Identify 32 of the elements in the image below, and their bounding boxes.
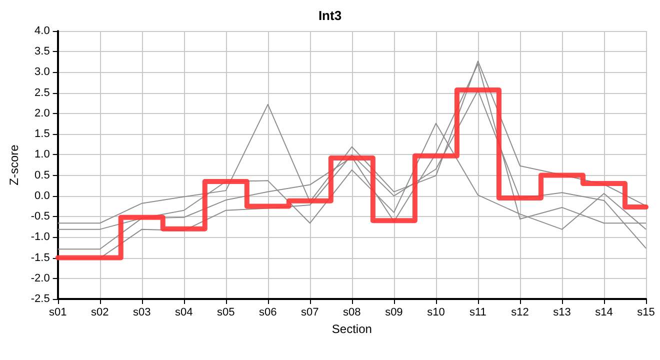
x-tick-label: s15 xyxy=(637,306,655,318)
y-tick-label: 2.0 xyxy=(34,107,50,120)
x-tick-label: s09 xyxy=(385,306,403,318)
y-axis-title: Z-score xyxy=(7,144,21,186)
y-tick-label: -2.0 xyxy=(30,272,50,284)
y-tick-label: 0.0 xyxy=(34,190,50,202)
x-tick-label: s01 xyxy=(48,306,67,318)
y-tick-label: 4.0 xyxy=(34,25,50,37)
x-tick-label: s08 xyxy=(343,306,361,318)
x-tick-label: s14 xyxy=(595,306,613,318)
x-tick-label: s03 xyxy=(133,306,151,318)
y-tick-label: -1.5 xyxy=(30,252,50,264)
y-tick-label: 3.5 xyxy=(34,46,50,58)
y-tick-label: 3.0 xyxy=(34,66,50,78)
x-tick-label: s12 xyxy=(511,306,529,318)
y-tick-label: -1.0 xyxy=(30,231,50,244)
x-axis-title: Section xyxy=(332,322,372,336)
y-tick-label: 2.5 xyxy=(34,86,50,99)
x-tick-label: s05 xyxy=(217,306,235,318)
y-tick-label: 1.0 xyxy=(34,148,50,161)
chart-title: Int3 xyxy=(318,8,342,23)
y-tick-label: 0.5 xyxy=(34,169,50,182)
x-tick-label: s06 xyxy=(259,306,277,318)
y-tick-label: -0.5 xyxy=(30,210,50,223)
x-tick-label: s07 xyxy=(301,306,319,318)
x-tick-label: s11 xyxy=(470,306,486,318)
x-tick-label: s02 xyxy=(90,306,109,318)
y-tick-label: -2.5 xyxy=(30,293,50,305)
x-tick-label: s04 xyxy=(175,306,193,318)
x-tick-label: s10 xyxy=(427,306,445,318)
x-tick-label: s13 xyxy=(553,306,571,318)
y-tick-label: 1.5 xyxy=(34,128,50,140)
